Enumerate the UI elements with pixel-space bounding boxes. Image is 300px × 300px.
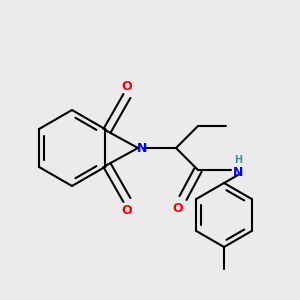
Text: H: H	[234, 155, 242, 165]
Text: N: N	[137, 142, 147, 154]
Text: O: O	[122, 80, 132, 92]
Text: O: O	[122, 203, 132, 217]
Text: O: O	[173, 202, 183, 214]
Text: N: N	[233, 166, 243, 178]
